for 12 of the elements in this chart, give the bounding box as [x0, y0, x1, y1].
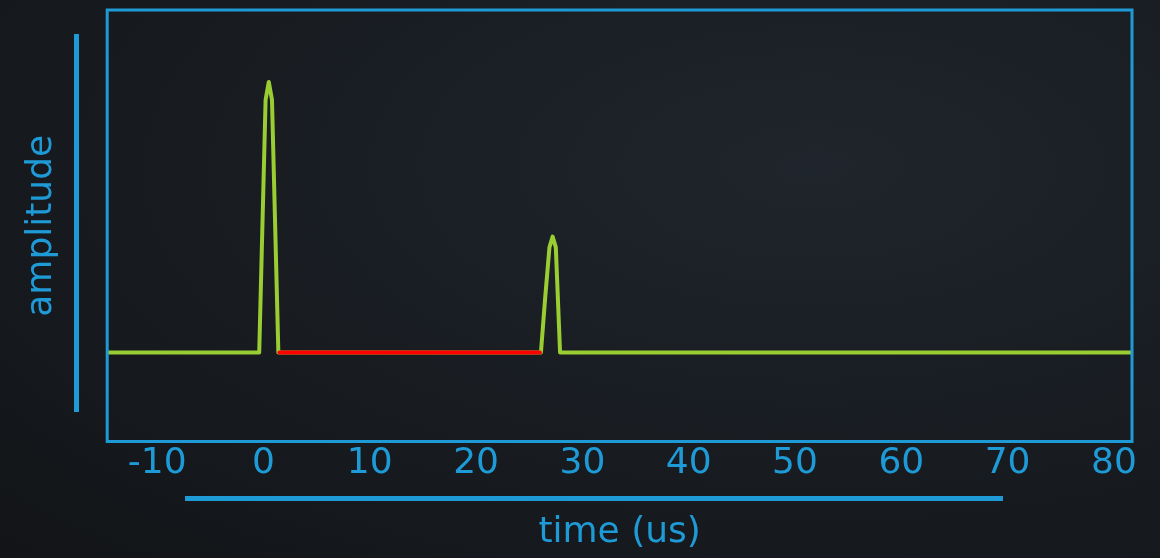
x-tick-label: 30 [559, 439, 606, 481]
x-tick-label: 50 [772, 439, 818, 481]
x-tick-label: -10 [127, 439, 187, 481]
x-tick-label: 10 [346, 439, 393, 481]
y-axis-title: amplitude [17, 134, 59, 317]
x-tick-label: 20 [453, 439, 499, 481]
x-tick-label: 70 [984, 439, 1031, 481]
x-tick-label: 0 [252, 439, 275, 481]
x-tick-label: 80 [1091, 439, 1137, 481]
x-tick-label: 60 [878, 439, 925, 481]
x-tick-label: 40 [665, 439, 712, 481]
x-axis-title: time (us) [538, 508, 701, 550]
